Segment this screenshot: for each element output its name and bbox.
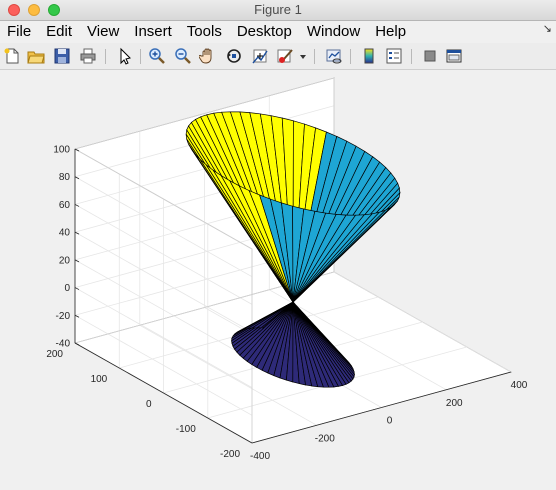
x-tick-label: -200 (315, 433, 335, 444)
pointer-icon[interactable] (116, 47, 134, 65)
figure-canvas[interactable]: 100 80 60 40 20 0 -20 -40 -400 -200 0 200 400 -200 -10… (0, 70, 556, 490)
lower-cone-facet (292, 301, 352, 384)
toolbar-separator (105, 49, 106, 64)
y-tick-label: 0 (146, 399, 152, 410)
box-edge (74, 77, 335, 150)
pan-hand-icon[interactable] (199, 47, 217, 65)
menu-edit[interactable]: Edit (46, 22, 73, 40)
toolbar-separator (140, 49, 141, 64)
menu-help[interactable]: Help (375, 22, 407, 40)
box-edge (74, 148, 253, 250)
data-cursor-icon[interactable] (251, 47, 269, 65)
zoom-out-icon[interactable] (174, 47, 192, 65)
menu-insert[interactable]: Insert (134, 22, 172, 40)
colorbar-icon[interactable] (360, 47, 378, 65)
minimize-window-button[interactable] (28, 4, 40, 16)
x-tick-label: -400 (250, 451, 270, 462)
zoom-in-icon[interactable] (148, 47, 166, 65)
axes-3d[interactable]: 100806040200-20-40-400-2000200400-200-10… (0, 70, 556, 490)
open-file-icon[interactable] (27, 47, 45, 65)
z-tick-label: 80 (59, 172, 71, 183)
x-axis-line (251, 371, 512, 444)
link-plot-icon[interactable] (325, 47, 343, 65)
zoom-window-button[interactable] (48, 4, 60, 16)
save-icon[interactable] (53, 47, 71, 65)
menu-overflow-arrow[interactable]: ↘ (542, 23, 552, 35)
menu-window[interactable]: Window (306, 22, 361, 40)
legend-icon[interactable] (385, 47, 403, 65)
hide-plot-tools-icon[interactable] (421, 47, 439, 65)
z-tick-label: -20 (56, 311, 71, 322)
print-icon[interactable] (79, 47, 97, 65)
menu-desktop[interactable]: Desktop (236, 22, 292, 40)
menu-bar: File Edit View Insert Tools Desktop Wind… (0, 21, 556, 42)
z-tick-label: 60 (59, 200, 71, 211)
y-tick-label: 200 (46, 349, 63, 360)
menu-view[interactable]: View (87, 22, 120, 40)
x-tick-label: 400 (511, 380, 528, 391)
brush-dropdown-icon[interactable] (298, 47, 308, 65)
window-title: Figure 1 (254, 2, 302, 17)
z-tick-label: 20 (59, 255, 71, 266)
z-tick-label: 40 (59, 228, 71, 239)
z-tick-label: 0 (64, 283, 70, 294)
y-tick-label: 100 (91, 374, 108, 385)
upper-cone-facet (292, 204, 395, 303)
y-tick-label: -200 (220, 449, 240, 460)
toolbar-separator (350, 49, 351, 64)
menu-tools[interactable]: Tools (186, 22, 222, 40)
new-figure-icon[interactable] (3, 47, 21, 65)
z-tick-label: 100 (53, 145, 70, 156)
menu-file[interactable]: File (7, 22, 32, 40)
rotate-3d-icon[interactable] (225, 47, 243, 65)
toolbar-separator (314, 49, 315, 64)
brush-icon[interactable] (276, 47, 294, 65)
close-window-button[interactable] (8, 4, 20, 16)
show-plot-tools-icon[interactable] (445, 47, 463, 65)
figure-toolbar (0, 43, 556, 70)
z-tick-mark (74, 148, 80, 152)
y-axis-line (74, 342, 253, 444)
z-tick-mark (74, 231, 80, 235)
y-tick-label: -100 (176, 424, 196, 435)
window-titlebar: Figure 1 (0, 0, 556, 21)
z-tick-mark (74, 259, 80, 263)
z-tick-mark (74, 314, 80, 318)
z-tick-mark (74, 204, 80, 207)
x-tick-label: 200 (446, 398, 463, 409)
toolbar-separator (411, 49, 412, 64)
z-tick-mark (74, 176, 80, 180)
z-tick-mark (74, 287, 80, 290)
x-tick-label: 0 (387, 416, 393, 427)
z-tick-mark (74, 342, 80, 346)
z-tick-label: -40 (56, 339, 71, 350)
